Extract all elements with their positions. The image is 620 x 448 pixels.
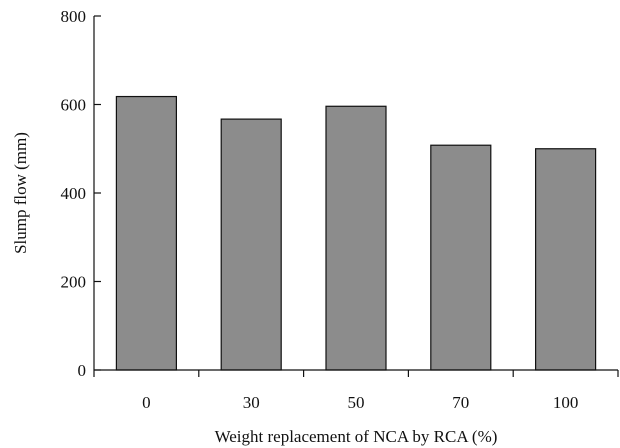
bar-30 <box>220 118 282 371</box>
y-tick-label: 200 <box>61 273 87 292</box>
bar-0 <box>115 95 178 371</box>
x-tick-label: 70 <box>452 393 469 412</box>
x-axis-ticks: 0 30 50 70 100 <box>93 370 619 412</box>
bar-50 <box>325 105 387 371</box>
y-axis-ticks: 0 200 400 600 800 <box>61 7 101 380</box>
y-tick-label: 400 <box>61 184 87 203</box>
bar-70 <box>430 144 492 371</box>
y-axis-title: Slump flow (mm) <box>11 132 30 254</box>
x-tick-label: 30 <box>243 393 260 412</box>
y-tick-label: 600 <box>61 96 87 115</box>
x-tick-label: 0 <box>142 393 151 412</box>
y-tick-label: 0 <box>78 361 87 380</box>
y-tick-label: 800 <box>61 7 87 26</box>
bar-100 <box>534 148 597 371</box>
x-axis-title: Weight replacement of NCA by RCA (%) <box>215 427 498 446</box>
x-tick-label: 50 <box>348 393 365 412</box>
bar-group <box>115 95 597 371</box>
x-tick-label: 100 <box>553 393 579 412</box>
